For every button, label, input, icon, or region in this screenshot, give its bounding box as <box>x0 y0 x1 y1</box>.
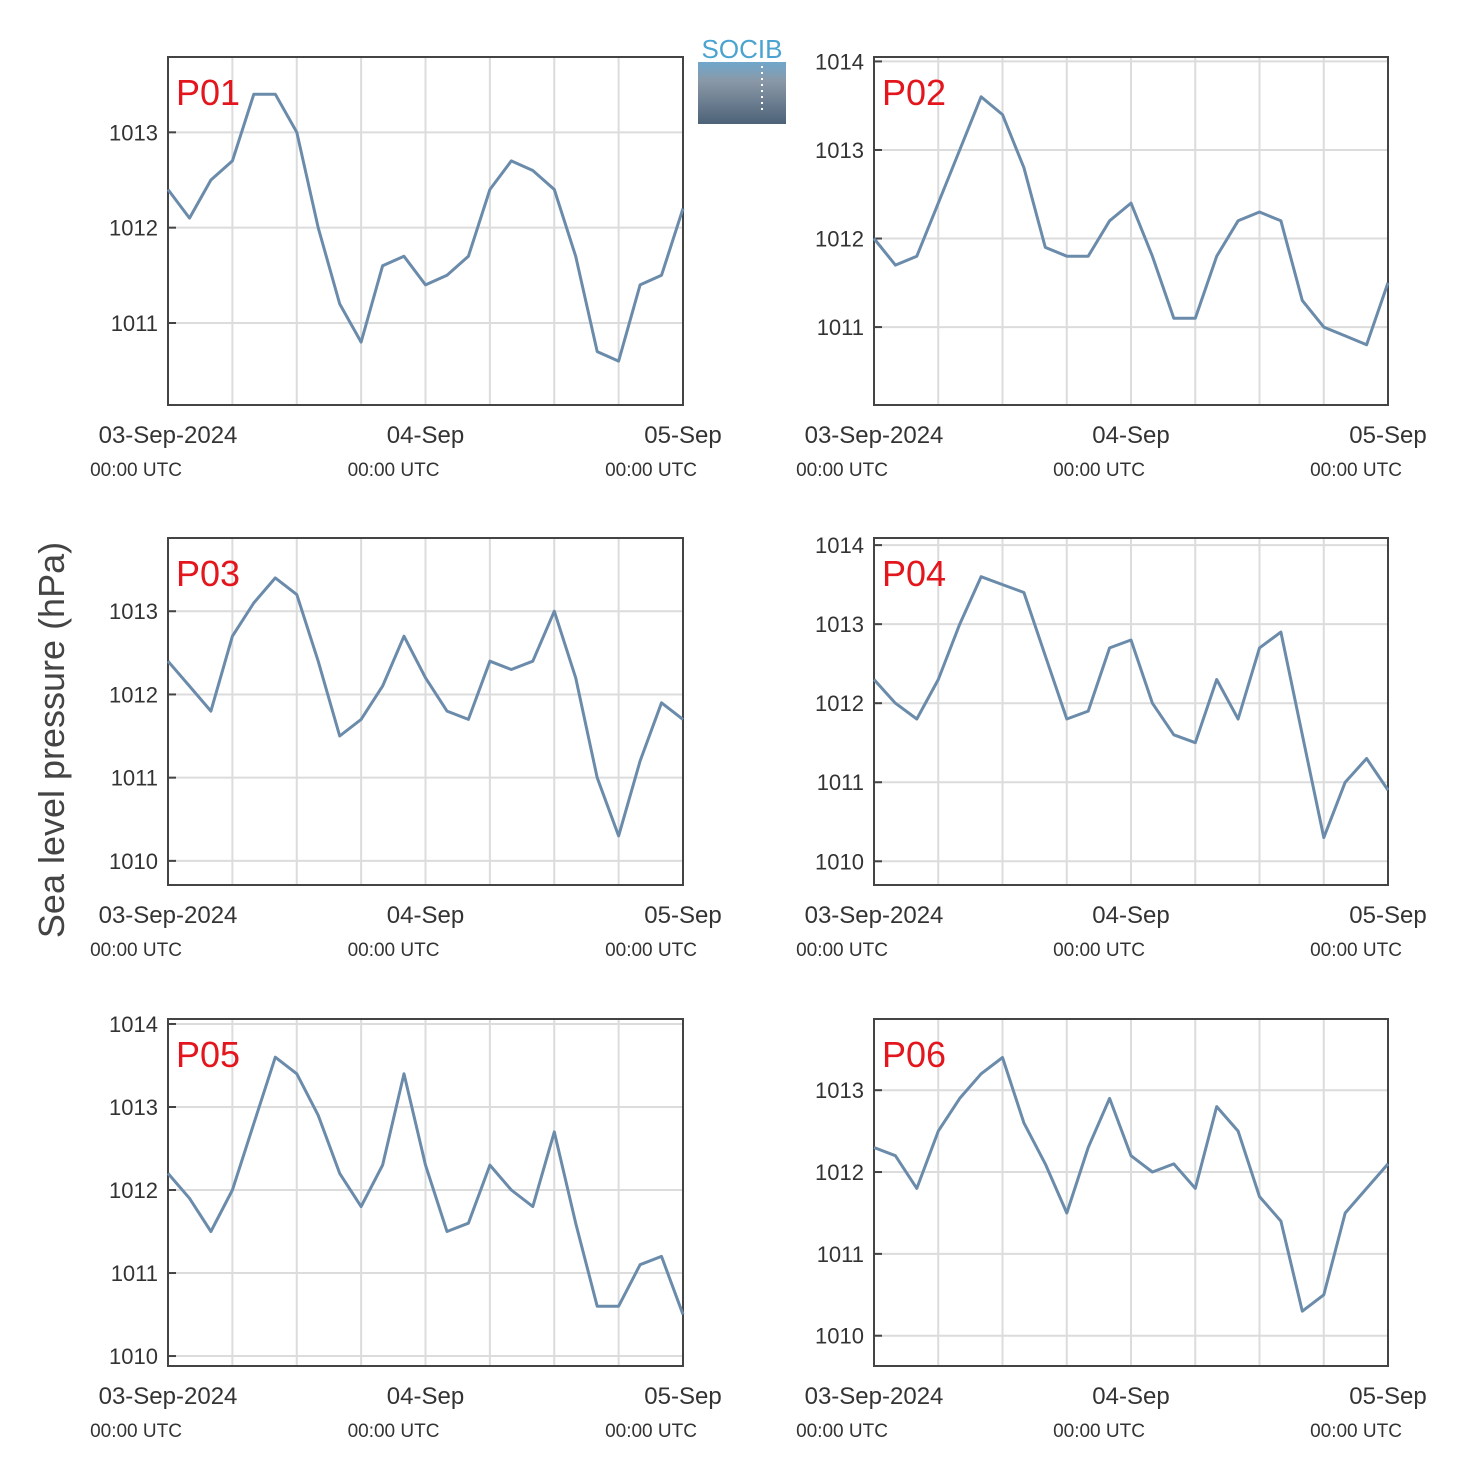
data-line <box>873 1056 1390 1313</box>
x-tick-label: 03-Sep-2024 <box>99 1383 238 1410</box>
panel-title: P03 <box>176 553 240 594</box>
logo: SOCIB <box>698 34 786 124</box>
data-line <box>166 92 685 363</box>
x-tick-sublabel: 00:00 UTC <box>796 460 888 481</box>
y-tick-label: 1011 <box>817 315 864 340</box>
plot-frame <box>873 56 1389 406</box>
x-tick-label: 04-Sep <box>1092 1383 1169 1410</box>
plot-frame <box>873 1018 1389 1367</box>
y-tick-label: 1011 <box>111 311 158 336</box>
x-tick-label: 04-Sep <box>1092 902 1169 929</box>
x-tick-label: 05-Sep <box>1349 1383 1426 1410</box>
y-tick-label: 1014 <box>815 533 864 558</box>
x-tick-label: 05-Sep <box>1349 902 1426 929</box>
panel: 03-Sep-2024 00:00 UTC 04-Sep 00:00 UTC 05-Se… <box>796 1018 1427 1442</box>
panel: 03-Sep-2024 00:00 UTC 04-Sep 00:00 UTC 05-Se… <box>796 533 1427 961</box>
y-tick-label: 1013 <box>109 599 158 624</box>
x-tick-sublabel: 00:00 UTC <box>1310 460 1402 481</box>
panel-title: P01 <box>176 72 240 113</box>
logo-text: SOCIB <box>702 34 783 64</box>
data-line <box>872 575 1390 840</box>
y-tick-label: 1013 <box>109 120 158 145</box>
y-tick-label: 1014 <box>109 1012 158 1037</box>
y-tick-label: 1012 <box>815 691 864 716</box>
panel: 03-Sep-2024 00:00 UTC 04-Sep 00:00 UTC 05-Se… <box>90 56 722 481</box>
panel: 03-Sep-2024 00:00 UTC 04-Sep 00:00 UTC 05-Se… <box>90 537 722 961</box>
y-tick-label: 1013 <box>815 138 864 163</box>
x-tick-label: 03-Sep-2024 <box>805 902 944 929</box>
x-tick-label: 03-Sep-2024 <box>805 422 944 449</box>
plot-frame <box>873 537 1389 886</box>
x-tick-sublabel: 00:00 UTC <box>348 1421 440 1442</box>
y-tick-label: 1012 <box>109 216 158 241</box>
x-tick-label: 04-Sep <box>1092 422 1169 449</box>
x-tick-sublabel: 00:00 UTC <box>796 1421 888 1442</box>
x-tick-label: 04-Sep <box>387 902 464 929</box>
x-tick-sublabel: 00:00 UTC <box>605 460 697 481</box>
y-tick-label: 1013 <box>815 1078 864 1103</box>
x-tick-sublabel: 00:00 UTC <box>1053 460 1145 481</box>
x-tick-label: 03-Sep-2024 <box>99 902 238 929</box>
x-tick-sublabel: 00:00 UTC <box>1053 1421 1145 1442</box>
y-tick-label: 1010 <box>815 1324 864 1349</box>
plot-frame <box>167 56 684 406</box>
x-tick-label: 04-Sep <box>387 1383 464 1410</box>
y-tick-label: 1010 <box>109 849 158 874</box>
data-line <box>872 95 1390 347</box>
y-tick-label: 1011 <box>817 1242 864 1267</box>
y-tick-label: 1014 <box>815 49 864 74</box>
x-tick-sublabel: 00:00 UTC <box>605 940 697 961</box>
x-tick-sublabel: 00:00 UTC <box>90 940 182 961</box>
panel-title: P02 <box>882 72 946 113</box>
x-tick-label: 05-Sep <box>1349 422 1426 449</box>
y-tick-label: 1013 <box>815 612 864 637</box>
panel-title: P06 <box>882 1034 946 1075</box>
x-tick-sublabel: 00:00 UTC <box>90 1421 182 1442</box>
y-tick-label: 1011 <box>817 770 864 795</box>
plot-frame <box>167 1018 684 1367</box>
panel-title: P05 <box>176 1034 240 1075</box>
panel: 03-Sep-2024 00:00 UTC 04-Sep 00:00 UTC 05-Se… <box>796 49 1427 481</box>
y-tick-label: 1011 <box>111 766 158 791</box>
x-tick-sublabel: 00:00 UTC <box>1310 1421 1402 1442</box>
y-tick-label: 1013 <box>109 1095 158 1120</box>
x-tick-sublabel: 00:00 UTC <box>348 460 440 481</box>
x-tick-sublabel: 00:00 UTC <box>348 940 440 961</box>
x-tick-sublabel: 00:00 UTC <box>90 460 182 481</box>
data-line <box>166 576 684 838</box>
y-tick-label: 1010 <box>109 1344 158 1369</box>
x-tick-label: 05-Sep <box>644 902 721 929</box>
x-tick-label: 04-Sep <box>387 422 464 449</box>
x-tick-sublabel: 00:00 UTC <box>605 1421 697 1442</box>
y-tick-label: 1010 <box>815 849 864 874</box>
x-tick-sublabel: 00:00 UTC <box>796 940 888 961</box>
data-line <box>166 1055 685 1316</box>
x-tick-label: 05-Sep <box>644 1383 721 1410</box>
x-tick-label: 05-Sep <box>644 422 721 449</box>
logo-mark <box>698 62 786 124</box>
x-tick-sublabel: 00:00 UTC <box>1053 940 1145 961</box>
panel-title: P04 <box>882 553 946 594</box>
y-axis-label: Sea level pressure (hPa) <box>31 542 72 938</box>
panel: 03-Sep-2024 00:00 UTC 04-Sep 00:00 UTC 05-Se… <box>90 1012 722 1442</box>
y-tick-label: 1011 <box>111 1261 158 1286</box>
y-tick-label: 1012 <box>109 682 158 707</box>
x-tick-label: 03-Sep-2024 <box>805 1383 944 1410</box>
x-tick-label: 03-Sep-2024 <box>99 422 238 449</box>
plot-frame <box>167 537 684 886</box>
y-tick-label: 1012 <box>109 1178 158 1203</box>
x-tick-sublabel: 00:00 UTC <box>1310 940 1402 961</box>
y-tick-label: 1012 <box>815 227 864 252</box>
y-tick-label: 1012 <box>815 1160 864 1185</box>
